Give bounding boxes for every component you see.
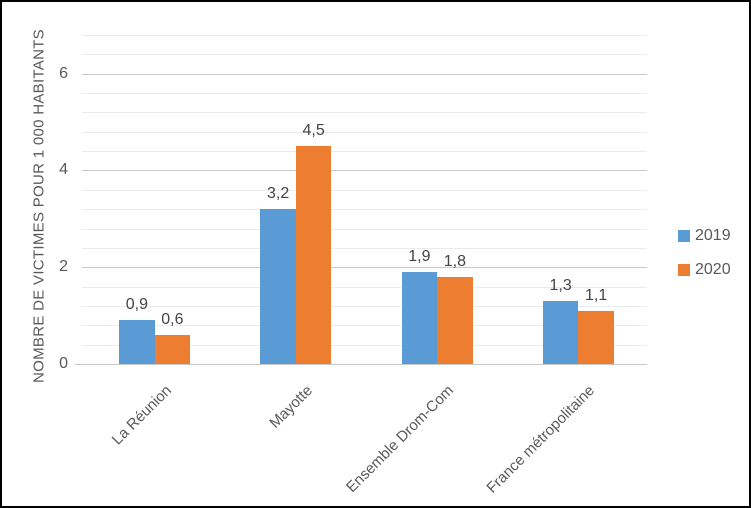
value-label: 1,3 xyxy=(549,277,572,295)
value-label: 1,1 xyxy=(585,286,608,304)
y-tick-label: 2 xyxy=(59,258,68,276)
bar-2020-3[interactable] xyxy=(578,310,614,364)
bar-2020-2[interactable] xyxy=(437,276,473,364)
minor-gridline xyxy=(82,93,647,94)
category-label: Mayotte xyxy=(266,382,316,432)
minor-gridline xyxy=(82,325,647,326)
value-label: 4,5 xyxy=(302,122,325,140)
y-tick-label: 4 xyxy=(59,161,68,179)
legend: 2019 2020 xyxy=(678,227,731,295)
y-tick-label: 6 xyxy=(59,64,68,82)
legend-swatch-icon xyxy=(678,264,690,276)
minor-gridline xyxy=(82,132,647,133)
legend-label: 2019 xyxy=(695,227,731,244)
legend-item-2019[interactable]: 2019 xyxy=(678,227,731,245)
bar-2020-0[interactable] xyxy=(154,334,191,364)
minor-gridline xyxy=(82,287,647,288)
minor-gridline xyxy=(82,190,647,191)
y-tick-label: 0 xyxy=(59,355,68,372)
value-label: 1,8 xyxy=(443,252,466,270)
minor-gridline xyxy=(82,306,647,307)
value-label: 0,9 xyxy=(125,296,148,314)
x-axis-line xyxy=(75,364,647,365)
bar-2019-3[interactable] xyxy=(542,301,579,364)
minor-gridline xyxy=(82,248,647,249)
minor-gridline xyxy=(82,229,647,230)
bar-2019-0[interactable] xyxy=(119,320,155,364)
major-gridline xyxy=(82,74,647,75)
category-label: France métropolitaine xyxy=(483,382,599,497)
minor-gridline xyxy=(82,35,647,36)
legend-swatch-icon xyxy=(678,230,690,242)
bar-2019-1[interactable] xyxy=(260,209,296,364)
minor-gridline xyxy=(82,54,647,55)
minor-gridline xyxy=(82,209,647,210)
category-label: Ensemble Drom-Com xyxy=(343,382,458,496)
value-label: 1,9 xyxy=(408,248,431,266)
value-label: 0,6 xyxy=(161,310,184,328)
category-label: La Réunion xyxy=(108,382,175,449)
minor-gridline xyxy=(82,151,647,152)
minor-gridline xyxy=(82,345,647,346)
bar-2019-2[interactable] xyxy=(401,272,438,364)
bar-2020-1[interactable] xyxy=(295,146,332,364)
major-gridline xyxy=(82,267,647,268)
value-label: 3,2 xyxy=(267,185,290,203)
legend-item-2020[interactable]: 2020 xyxy=(678,261,731,279)
legend-label: 2020 xyxy=(695,261,731,278)
major-gridline xyxy=(82,170,647,171)
minor-gridline xyxy=(82,112,647,113)
